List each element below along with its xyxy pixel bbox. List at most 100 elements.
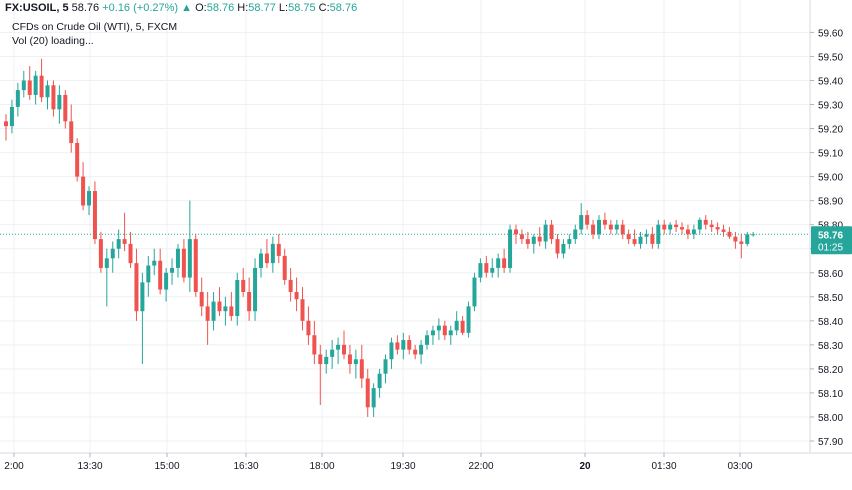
candle-body: [389, 342, 394, 360]
x-tick-label: 19:30: [390, 461, 415, 472]
y-tick-label: 58.90: [818, 197, 843, 208]
candle-body: [4, 121, 8, 127]
candle-body: [597, 219, 601, 235]
candle: [490, 258, 495, 278]
candle: [632, 229, 637, 247]
candle: [57, 85, 62, 124]
candle: [395, 335, 400, 355]
candle: [668, 222, 673, 235]
y-tick-label: 59.30: [818, 101, 843, 112]
candle: [531, 234, 536, 254]
candle-body: [430, 330, 435, 336]
candle-body: [229, 306, 234, 317]
candle-body: [484, 263, 489, 273]
candle: [602, 212, 607, 230]
candle-body: [608, 224, 613, 230]
candle: [247, 277, 252, 321]
candle: [656, 219, 661, 249]
open-value: 58.76: [206, 2, 235, 14]
candle-body: [15, 90, 20, 107]
candle-body: [638, 236, 643, 244]
symbol-name[interactable]: FX:USOIL, 5: [5, 2, 69, 14]
candle: [685, 224, 690, 240]
candle-body: [104, 258, 109, 268]
candle-body: [739, 241, 744, 244]
candle: [9, 99, 14, 134]
y-tick-label: 58.80: [818, 221, 843, 232]
candle: [573, 224, 578, 244]
y-tick-label: 58.60: [818, 269, 843, 280]
candle: [721, 224, 726, 237]
up-arrow-icon: ▲: [181, 2, 193, 14]
candle-body: [709, 224, 714, 228]
candle-body: [662, 224, 667, 230]
candle-body: [442, 325, 447, 336]
candle-body: [324, 356, 329, 365]
close-value: 58.76: [329, 2, 358, 14]
candle-body: [685, 229, 690, 235]
candle: [199, 277, 204, 317]
candle-body: [205, 306, 210, 321]
last-price: 58.76: [71, 2, 100, 14]
candle: [353, 349, 358, 379]
candle-body: [496, 258, 501, 268]
candle-body: [668, 224, 673, 230]
candle: [537, 227, 542, 247]
candle: [104, 248, 109, 307]
candle-body: [63, 94, 68, 122]
candle-body: [448, 330, 453, 336]
candle-body: [181, 248, 186, 278]
candle: [193, 234, 198, 297]
x-tick-label: 15:00: [154, 461, 179, 472]
candle-body: [270, 243, 275, 264]
candle: [626, 229, 631, 244]
y-tick-label: 58.40: [818, 317, 843, 328]
candle: [401, 332, 406, 360]
candle-body: [170, 267, 175, 273]
y-tick-label: 59.50: [818, 52, 843, 63]
candle: [359, 344, 364, 389]
candle: [739, 234, 744, 259]
candle: [377, 368, 382, 398]
candle: [92, 181, 97, 244]
candle: [383, 354, 388, 384]
candle: [253, 258, 258, 321]
volume-indicator-label[interactable]: Vol (20) loading...: [12, 35, 94, 47]
time-axis[interactable]: 2:00 13:30 15:00 16:30 18:00 19:30 22:00 20 01:3…: [0, 452, 852, 472]
candle: [543, 219, 548, 249]
candle: [276, 234, 281, 264]
candle: [300, 287, 305, 331]
y-tick-label: 58.00: [818, 413, 843, 424]
candle-body: [502, 258, 507, 268]
candle-body: [21, 80, 26, 91]
candle-body: [98, 239, 103, 268]
candle: [128, 231, 133, 268]
candle-body: [306, 320, 311, 336]
candle-body: [513, 229, 518, 235]
candle: [187, 200, 192, 292]
price-tag-box: [811, 226, 852, 255]
candle: [146, 255, 151, 297]
candle-body: [733, 236, 738, 242]
candle-body: [294, 291, 299, 300]
candle-body: [57, 94, 62, 110]
candle: [164, 267, 169, 302]
x-tick-label: 03:00: [727, 461, 752, 472]
candle: [614, 219, 619, 235]
candle-body: [164, 272, 169, 290]
candle: [680, 222, 685, 235]
candle-body: [39, 75, 44, 98]
grid: [0, 0, 810, 453]
candle: [158, 248, 163, 295]
candle: [608, 219, 613, 235]
price-axis[interactable]: 59.60 59.50 59.40 59.30 59.20 59.10 59.00 58.90…: [809, 0, 852, 453]
y-tick-label: 59.20: [818, 125, 843, 136]
candle: [205, 291, 210, 345]
candle: [318, 344, 323, 405]
candle-body: [353, 359, 358, 365]
series-title[interactable]: CFDs on Crude Oil (WTI), 5, FXCM: [12, 21, 178, 33]
candle: [561, 239, 566, 259]
candle: [306, 306, 311, 345]
